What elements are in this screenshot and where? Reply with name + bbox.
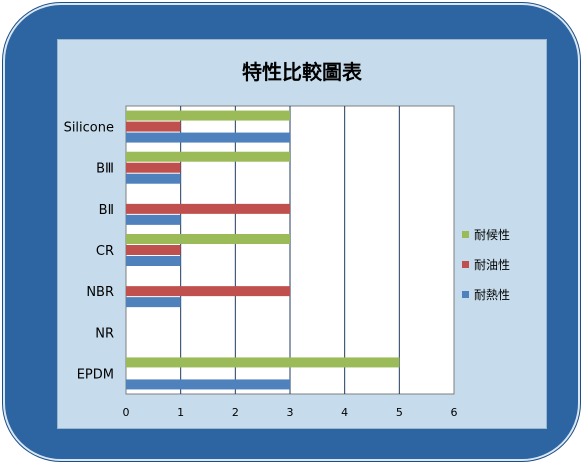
legend: 耐候性 耐油性 耐熱性 <box>462 225 510 315</box>
bar <box>126 256 181 266</box>
legend-swatch-oil <box>462 260 469 268</box>
legend-label: 耐候性 <box>474 227 511 242</box>
category-labels: Silicone BⅢ BⅡ CR NBR NR EPDM <box>64 121 114 383</box>
legend-item: 耐候性 <box>462 225 510 243</box>
x-tick-label: 4 <box>341 406 348 419</box>
bar <box>126 151 290 162</box>
bar <box>126 110 290 121</box>
x-tick-label: 3 <box>287 406 294 419</box>
x-tick-labels: 0 1 2 3 4 5 6 <box>123 406 458 419</box>
category-label: NBR <box>86 285 114 300</box>
bar <box>126 173 181 184</box>
x-tick-label: 2 <box>232 406 239 419</box>
x-tick-label: 0 <box>123 406 130 419</box>
category-label: CR <box>96 244 114 259</box>
bar <box>126 245 181 255</box>
x-tick-label: 6 <box>451 406 458 419</box>
category-label: Silicone <box>64 121 114 136</box>
bar <box>126 121 181 132</box>
bar <box>126 379 290 390</box>
x-tick-label: 5 <box>396 406 403 419</box>
bar <box>126 286 290 297</box>
bars <box>126 110 400 390</box>
category-label: BⅡ <box>99 203 114 218</box>
bar <box>126 162 181 173</box>
x-tick-label: 1 <box>177 406 184 419</box>
bar <box>126 132 290 143</box>
chart-title: 特性比較圖表 <box>242 60 362 84</box>
bar <box>126 214 181 225</box>
legend-swatch-weather <box>462 230 469 238</box>
legend-item: 耐熱性 <box>462 285 510 303</box>
legend-item: 耐油性 <box>462 255 510 273</box>
bar <box>126 297 181 308</box>
bar <box>126 203 290 214</box>
legend-label: 耐油性 <box>474 257 511 272</box>
legend-label: 耐熱性 <box>474 287 511 302</box>
legend-swatch-heat <box>462 290 469 298</box>
category-label: NR <box>95 326 114 341</box>
category-label: EPDM <box>77 367 114 382</box>
bar <box>126 234 290 244</box>
bar <box>126 357 400 368</box>
category-label: BⅢ <box>96 162 114 177</box>
